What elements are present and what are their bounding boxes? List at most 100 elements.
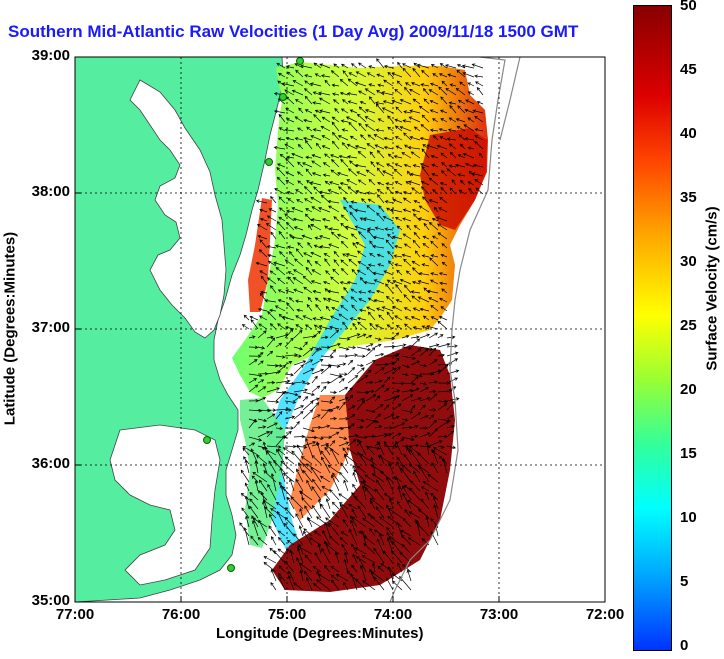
velocity-arrow <box>428 359 438 366</box>
velocity-arrow <box>387 153 394 159</box>
velocity-arrow <box>418 105 430 114</box>
velocity-arrow <box>342 447 349 456</box>
velocity-arrow <box>396 461 403 474</box>
velocity-arrow <box>421 538 430 546</box>
colorbar-tick-label: 20 <box>680 381 697 398</box>
velocity-arrow <box>328 181 340 186</box>
velocity-arrow <box>367 290 376 294</box>
velocity-arrow <box>394 136 403 141</box>
velocity-arrow <box>413 231 421 240</box>
velocity-arrow <box>354 225 367 231</box>
velocity-arrow <box>401 464 412 474</box>
velocity-arrow <box>412 98 421 105</box>
velocity-arrow <box>432 496 439 510</box>
velocity-arrow <box>375 128 385 132</box>
velocity-arrow <box>330 447 340 465</box>
high-velocity-coast <box>248 198 272 312</box>
velocity-arrow <box>296 547 304 564</box>
velocity-arrow <box>428 389 437 394</box>
velocity-arrow <box>449 104 457 114</box>
velocity-arrow <box>419 466 430 483</box>
velocity-arrow <box>274 305 286 312</box>
velocity-arrow <box>363 217 376 222</box>
velocity-arrow <box>354 208 367 213</box>
velocity-arrow <box>318 91 331 96</box>
velocity-arrow <box>284 128 295 132</box>
velocity-arrow <box>428 297 439 303</box>
velocity-arrow <box>396 225 403 231</box>
velocity-arrow <box>240 492 250 501</box>
velocity-arrow <box>275 426 284 431</box>
velocity-arrow <box>378 516 394 528</box>
velocity-arrow <box>296 557 304 573</box>
velocity-arrow <box>371 562 376 573</box>
velocity-arrow <box>386 577 394 591</box>
velocity-arrow <box>430 316 439 321</box>
velocity-arrow <box>293 346 303 351</box>
velocity-arrow <box>369 528 376 537</box>
velocity-arrow <box>305 576 313 591</box>
velocity-arrow <box>421 148 430 159</box>
velocity-arrow <box>374 425 383 429</box>
velocity-arrow <box>419 382 428 386</box>
velocity-arrow <box>330 276 340 285</box>
velocity-arrow <box>401 418 409 422</box>
velocity-arrow <box>327 297 340 303</box>
velocity-arrow <box>374 384 385 393</box>
velocity-arrow <box>405 270 412 276</box>
velocity-arrow <box>401 253 412 258</box>
velocity-arrow <box>290 235 304 240</box>
velocity-arrow <box>296 308 304 312</box>
velocity-arrow <box>351 543 358 555</box>
velocity-arrow <box>338 378 345 384</box>
velocity-arrow <box>321 135 331 141</box>
velocity-arrow <box>331 158 340 168</box>
velocity-arrow <box>275 390 287 402</box>
velocity-arrow <box>313 244 322 249</box>
velocity-arrow <box>293 269 304 276</box>
velocity-arrow <box>347 333 361 339</box>
velocity-arrow <box>392 432 402 438</box>
velocity-arrow <box>314 552 322 564</box>
velocity-arrow <box>439 63 448 69</box>
velocity-arrow <box>268 460 277 474</box>
velocity-arrow <box>429 109 439 114</box>
velocity-arrow <box>403 453 412 465</box>
velocity-arrow <box>357 150 367 159</box>
velocity-arrow <box>347 375 359 384</box>
velocity-arrow <box>276 221 286 231</box>
velocity-arrow <box>457 173 466 177</box>
velocity-arrow <box>343 551 349 564</box>
velocity-arrow <box>274 244 286 249</box>
velocity-arrow <box>401 563 412 573</box>
velocity-arrow <box>297 161 304 168</box>
velocity-arrow <box>250 319 259 330</box>
velocity-arrow <box>311 375 318 384</box>
velocity-arrow <box>385 239 394 249</box>
velocity-arrow <box>432 73 439 78</box>
velocity-arrow <box>437 420 450 429</box>
velocity-arrow <box>364 124 376 132</box>
velocity-arrow <box>321 145 331 150</box>
velocity-arrow <box>340 259 349 267</box>
velocity-arrow <box>277 548 286 555</box>
velocity-arrow <box>429 128 439 132</box>
velocity-arrow <box>399 278 412 285</box>
velocity-arrow <box>323 253 331 258</box>
velocity-arrow <box>401 436 415 442</box>
velocity-arrow <box>255 261 268 267</box>
velocity-arrow <box>277 72 286 78</box>
velocity-arrow <box>329 396 336 402</box>
velocity-arrow <box>410 434 419 438</box>
velocity-arrow <box>419 414 429 420</box>
velocity-arrow <box>261 447 277 456</box>
velocity-arrow <box>319 63 331 69</box>
velocity-arrow <box>245 515 250 528</box>
velocity-arrow <box>402 67 412 78</box>
velocity-arrow <box>324 517 340 528</box>
velocity-arrow <box>441 243 448 249</box>
velocity-arrow <box>408 116 421 123</box>
velocity-arrow <box>439 281 448 286</box>
velocity-arrow <box>342 253 349 258</box>
velocity-arrow <box>329 431 340 438</box>
